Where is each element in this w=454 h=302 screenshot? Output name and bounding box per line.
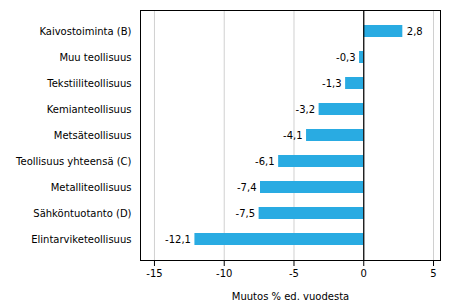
svg-text:Metalliteollisuus: Metalliteollisuus	[51, 182, 132, 193]
svg-text:Muutos % ed. vuodesta: Muutos % ed. vuodesta	[232, 291, 349, 302]
svg-text:Muu teollisuus: Muu teollisuus	[59, 52, 131, 63]
svg-text:-1,3: -1,3	[322, 78, 342, 89]
svg-text:Kaivostoiminta (B): Kaivostoiminta (B)	[39, 26, 131, 37]
svg-text:-0,3: -0,3	[336, 52, 356, 63]
svg-text:0: 0	[361, 268, 367, 279]
svg-text:5: 5	[430, 268, 436, 279]
svg-text:-5: -5	[289, 268, 299, 279]
svg-text:-15: -15	[146, 268, 162, 279]
svg-text:Tekstiiliteollisuus: Tekstiiliteollisuus	[46, 78, 131, 89]
svg-text:Elintarviketeollisuus: Elintarviketeollisuus	[31, 234, 131, 245]
svg-text:Teollisuus yhteensä (C): Teollisuus yhteensä (C)	[15, 156, 132, 167]
svg-text:-7,5: -7,5	[236, 208, 256, 219]
svg-text:-10: -10	[216, 268, 232, 279]
svg-text:-12,1: -12,1	[165, 234, 191, 245]
svg-text:Metsäteollisuus: Metsäteollisuus	[54, 130, 132, 141]
svg-text:Kemianteollisuus: Kemianteollisuus	[47, 104, 132, 115]
svg-text:2,8: 2,8	[407, 26, 423, 37]
svg-text:-6,1: -6,1	[255, 156, 275, 167]
svg-text:Sähköntuotanto (D): Sähköntuotanto (D)	[33, 208, 131, 219]
svg-text:-4,1: -4,1	[283, 130, 303, 141]
svg-text:-7,4: -7,4	[237, 182, 257, 193]
svg-text:-3,2: -3,2	[296, 104, 316, 115]
